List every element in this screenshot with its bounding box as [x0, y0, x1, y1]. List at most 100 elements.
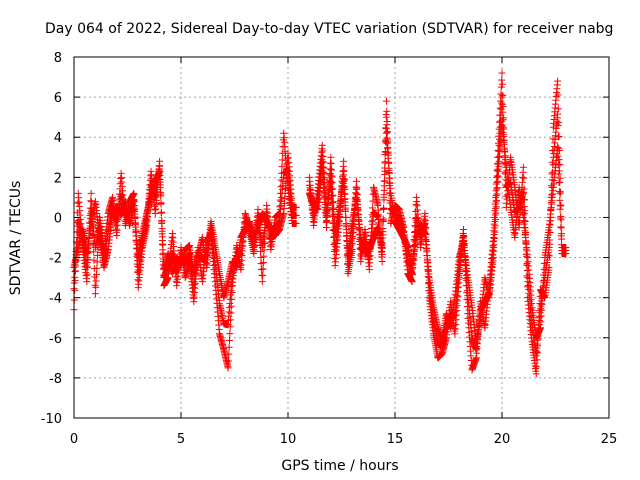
y-tick-label: 0: [54, 211, 62, 226]
y-tick-label: -2: [49, 252, 62, 267]
data-point: [83, 278, 91, 286]
x-tick-label: 10: [280, 432, 297, 447]
data-point: [554, 77, 562, 85]
data-point: [383, 107, 391, 115]
data-point: [156, 168, 164, 176]
y-tick-label: 8: [54, 51, 62, 66]
data-point: [131, 213, 139, 221]
data-point: [131, 205, 139, 213]
data-point: [384, 128, 392, 136]
data-point: [556, 188, 564, 196]
data-point: [352, 177, 360, 185]
data-point: [556, 196, 564, 204]
data-point: [327, 160, 335, 168]
data-point: [556, 174, 564, 182]
data-point: [382, 97, 390, 105]
y-tick-label: 6: [54, 91, 62, 106]
data-point: [494, 153, 502, 161]
data-point: [383, 118, 391, 126]
data-point: [327, 153, 335, 161]
y-tick-label: 2: [54, 171, 62, 186]
data-point: [74, 199, 82, 207]
data-point: [547, 217, 555, 225]
data-point: [378, 258, 386, 266]
data-point: [92, 271, 100, 279]
x-tick-labels: 0 5 10 15 20 25: [70, 432, 617, 447]
data-point: [130, 189, 138, 197]
data-point: [257, 248, 265, 256]
data-points: [70, 69, 570, 378]
data-point: [493, 184, 501, 192]
data-point: [226, 330, 234, 338]
y-tick-labels: -10 -8 -6 -4 -2 0 2 4 6 8: [41, 51, 62, 427]
data-point: [330, 204, 338, 212]
data-point: [259, 271, 267, 279]
data-point: [519, 163, 527, 171]
data-point: [493, 190, 501, 198]
data-point: [92, 283, 100, 291]
data-point: [340, 167, 348, 175]
chart-title: Day 064 of 2022, Sidereal Day-to-day VTE…: [45, 21, 613, 37]
data-point: [71, 286, 79, 294]
data-point: [423, 245, 431, 253]
data-point: [459, 225, 467, 233]
data-point: [93, 264, 101, 272]
data-point: [157, 209, 165, 217]
y-tick-label: -6: [49, 332, 62, 347]
y-tick-label: 4: [54, 131, 62, 146]
data-point: [258, 266, 266, 274]
data-point: [87, 197, 95, 205]
x-tick-label: 0: [70, 432, 78, 447]
data-point: [87, 189, 95, 197]
x-axis-label: GPS time / hours: [281, 458, 398, 474]
data-point: [71, 277, 79, 285]
x-tick-label: 25: [601, 432, 618, 447]
data-point: [421, 216, 429, 224]
data-point: [328, 166, 336, 174]
data-point: [493, 196, 501, 204]
y-tick-label: -4: [49, 292, 62, 307]
data-point: [342, 213, 350, 221]
data-point: [90, 248, 98, 256]
data-point: [84, 256, 92, 264]
data-point: [71, 267, 79, 275]
data-point: [460, 232, 468, 240]
data-point: [497, 90, 505, 98]
data-point: [91, 290, 99, 298]
y-axis-label: SDTVAR / TECUs: [8, 181, 24, 296]
data-point: [85, 241, 93, 249]
data-point: [498, 69, 506, 77]
data-point: [254, 205, 262, 213]
y-tick-label: -10: [41, 412, 62, 427]
x-tick-label: 15: [387, 432, 404, 447]
data-point: [92, 277, 100, 285]
y-tick-label: -8: [49, 372, 62, 387]
data-point: [520, 174, 528, 182]
data-point: [366, 259, 374, 267]
data-point: [90, 256, 98, 264]
data-point: [353, 184, 361, 192]
data-point: [533, 363, 541, 371]
data-point: [93, 258, 101, 266]
data-point: [130, 197, 138, 205]
data-point: [156, 157, 164, 165]
data-point: [557, 216, 565, 224]
data-point: [340, 157, 348, 165]
data-point: [84, 263, 92, 271]
x-tick-label: 20: [494, 432, 511, 447]
data-point: [259, 265, 267, 273]
data-point: [94, 252, 102, 260]
data-point: [258, 278, 266, 286]
data-point: [385, 158, 393, 166]
data-point: [490, 247, 498, 255]
x-tick-label: 5: [177, 432, 185, 447]
data-point: [498, 93, 506, 101]
data-point: [83, 270, 91, 278]
data-point: [557, 202, 565, 210]
data-point: [498, 76, 506, 84]
data-point: [556, 160, 564, 168]
data-point: [226, 336, 234, 344]
data-point: [224, 364, 232, 372]
data-point: [365, 266, 373, 274]
